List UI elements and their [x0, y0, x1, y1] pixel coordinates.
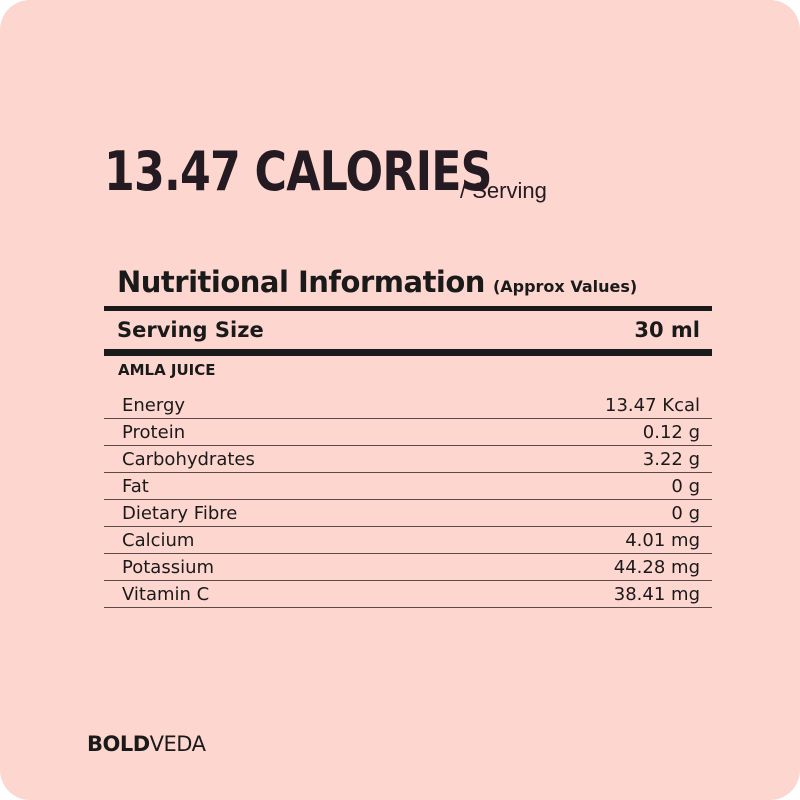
logo-light-part: VEDA: [149, 732, 206, 756]
nutrient-row-energy: Energy 13.47 Kcal: [104, 392, 712, 419]
nutrient-row-carbohydrates: Carbohydrates 3.22 g: [104, 446, 712, 473]
brand-logo: BOLDVEDA: [87, 732, 206, 756]
nutrient-row-potassium: Potassium 44.28 mg: [104, 554, 712, 581]
serving-size-row: Serving Size 30 ml: [104, 311, 712, 349]
top-divider: [104, 306, 712, 311]
nutrient-row-fat: Fat 0 g: [104, 473, 712, 500]
nutrient-value: 44.28 mg: [613, 556, 700, 578]
nutrient-value: 38.41 mg: [613, 583, 700, 605]
nutrient-name: Protein: [122, 421, 186, 443]
nutrient-value: 0 g: [671, 502, 700, 524]
logo-bold-part: BOLD: [87, 732, 150, 756]
nutrient-value: 4.01 mg: [625, 529, 700, 551]
nutrient-name: Calcium: [122, 529, 195, 551]
serving-size-value: 30 ml: [634, 318, 700, 342]
nutrient-list: Energy 13.47 Kcal Protein 0.12 g Carbohy…: [104, 392, 712, 608]
nutrient-value: 0 g: [671, 475, 700, 497]
per-serving-label: / Serving: [460, 178, 547, 203]
nutrition-panel: Nutritional Information (Approx Values) S…: [104, 262, 712, 608]
nutrient-name: Potassium: [122, 556, 215, 578]
product-section-label: AMLA JUICE: [118, 361, 216, 379]
nutrient-name: Energy: [122, 394, 186, 416]
calorie-count: 13.47 CALORIES: [104, 140, 493, 203]
calorie-headline: 13.47 CALORIES / Serving: [104, 140, 577, 203]
serving-size-label: Serving Size: [117, 318, 264, 342]
panel-title-text: Nutritional Information: [117, 265, 485, 299]
nutrient-row-vitamin-c: Vitamin C 38.41 mg: [104, 581, 712, 608]
serving-divider: [104, 349, 712, 356]
approx-values-note: (Approx Values): [492, 277, 638, 296]
nutrient-value: 13.47 Kcal: [605, 394, 700, 416]
nutrient-row-dietary-fibre: Dietary Fibre 0 g: [104, 500, 712, 527]
panel-title: Nutritional Information (Approx Values): [104, 262, 712, 306]
nutrient-row-protein: Protein 0.12 g: [104, 419, 712, 446]
nutrient-name: Dietary Fibre: [122, 502, 238, 524]
nutrient-name: Vitamin C: [122, 583, 210, 605]
nutrient-value: 0.12 g: [642, 421, 700, 443]
nutrient-row-calcium: Calcium 4.01 mg: [104, 527, 712, 554]
nutrient-name: Carbohydrates: [122, 448, 255, 470]
nutrient-name: Fat: [122, 475, 149, 497]
nutrient-value: 3.22 g: [642, 448, 700, 470]
